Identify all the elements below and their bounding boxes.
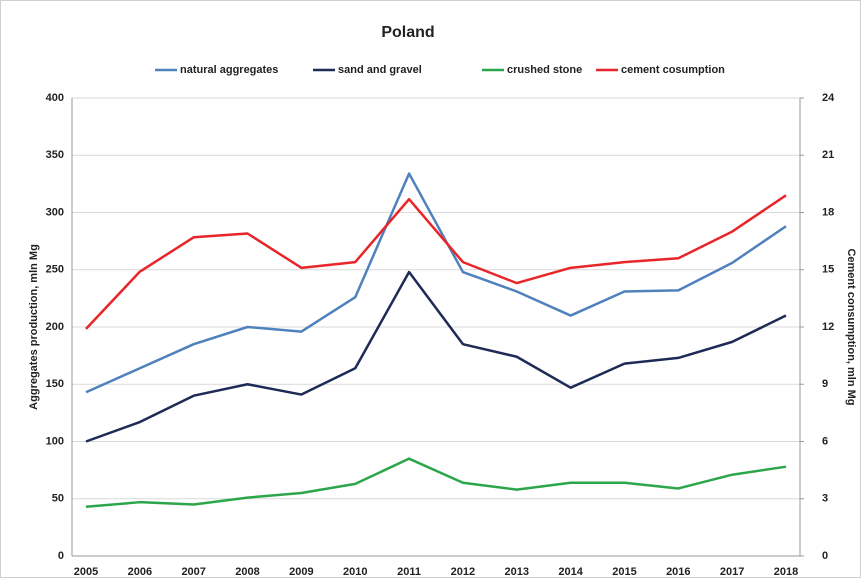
series-line [85,457,787,509]
legend-label: natural aggregates [180,64,278,76]
x-tick-label: 2009 [289,566,313,578]
y-axis-label: Aggregates production, mln Mg [28,244,40,410]
x-tick-label: 2008 [235,566,259,578]
y2-tick-label: 9 [822,378,828,390]
x-tick-label: 2006 [128,566,152,578]
legend-label: crushed stone [507,64,582,76]
y2-axis-label: Cement consumption, mln Mg [845,248,857,405]
y2-tick-label: 15 [822,264,834,276]
series-line [85,194,787,330]
legend-label: sand and gravel [338,64,422,76]
y2-tick-label: 0 [822,550,828,562]
y-tick-label: 400 [46,92,64,104]
y-tick-label: 350 [46,149,64,161]
x-tick-label: 2012 [451,566,475,578]
y2-tick-label: 21 [822,149,834,161]
series-line [85,270,787,443]
y2-tick-label: 3 [822,493,828,505]
y2-tick-label: 18 [822,206,834,218]
y2-tick-label: 24 [822,92,835,104]
y-tick-label: 150 [46,378,64,390]
y-tick-label: 0 [58,550,64,562]
x-tick-label: 2011 [397,566,421,578]
x-tick-label: 2007 [181,566,205,578]
y2-tick-label: 6 [822,435,828,447]
y-tick-label: 200 [46,321,64,333]
legend-label: cement cosumption [621,64,725,76]
x-tick-label: 2018 [774,566,798,578]
chart-title: Poland [381,24,434,41]
y-tick-label: 50 [52,493,64,505]
x-tick-label: 2010 [343,566,367,578]
y-tick-label: 100 [46,435,64,447]
x-tick-label: 2015 [612,566,636,578]
x-tick-label: 2016 [666,566,690,578]
y-tick-label: 250 [46,264,64,276]
y-tick-label: 300 [46,206,64,218]
y2-tick-label: 12 [822,321,834,333]
x-tick-label: 2013 [505,566,529,578]
x-tick-label: 2005 [74,566,98,578]
x-tick-label: 2014 [558,566,583,578]
series-line [85,172,787,394]
x-tick-label: 2017 [720,566,744,578]
